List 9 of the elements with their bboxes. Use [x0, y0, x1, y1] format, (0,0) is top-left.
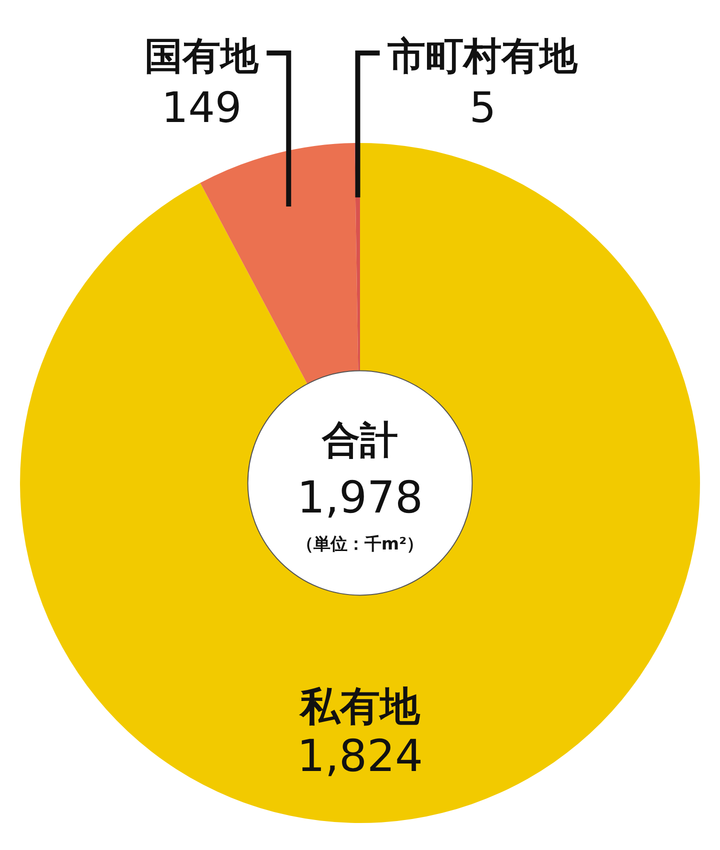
- data-label: 149: [162, 82, 242, 132]
- data-label: 5: [469, 82, 496, 132]
- text: （単位：千m²）: [296, 534, 424, 554]
- slice-label: 私有地: [298, 684, 421, 730]
- text: 合計: [321, 418, 398, 462]
- slice-label: 市町村有地: [388, 34, 579, 78]
- slice-label: 国有地: [144, 34, 260, 78]
- data-label: 1,824: [297, 730, 423, 782]
- text: 1,978: [297, 472, 423, 524]
